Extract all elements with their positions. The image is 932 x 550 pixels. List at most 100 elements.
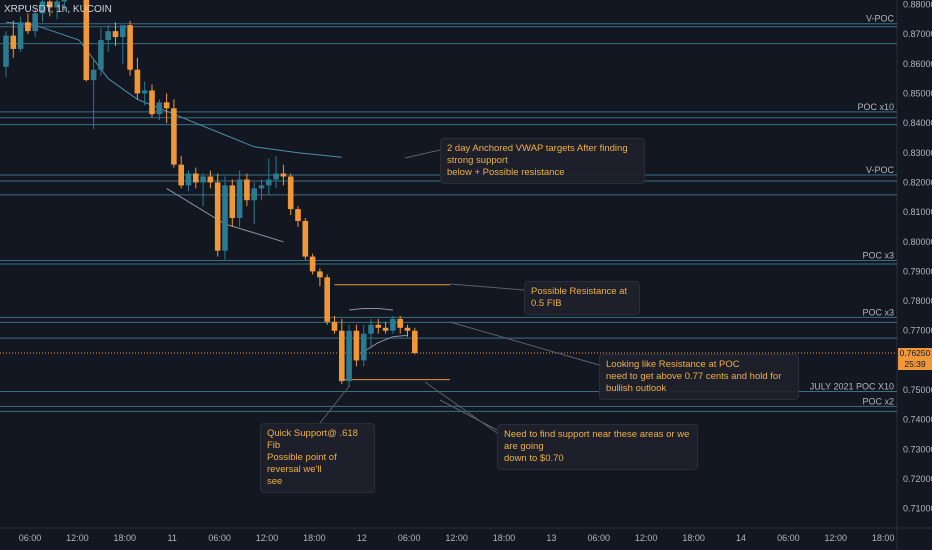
candle-body (309, 256, 316, 272)
level-label: POC x2 (862, 396, 894, 406)
x-tick-label: 12 (357, 533, 367, 543)
candle-body (382, 327, 389, 331)
candle-body (90, 69, 97, 81)
candle-body (193, 173, 199, 183)
candle-body (229, 185, 236, 219)
candle-body (105, 31, 111, 41)
candle-body (32, 13, 38, 32)
x-tick-label: 06:00 (777, 533, 800, 543)
candle-body (324, 277, 330, 322)
candle-body (412, 330, 418, 353)
annotation-connector (404, 149, 441, 159)
quick-support-annotation[interactable]: Quick Support@ .618 Fib Possible point o… (260, 423, 375, 493)
candle-body (397, 318, 403, 328)
poc-annotation[interactable]: Looking like Resistance at POC need to g… (599, 354, 799, 400)
candle-body (273, 173, 279, 180)
candle-body (390, 318, 396, 331)
x-tick-label: 06:00 (19, 533, 42, 543)
candle-body (353, 330, 360, 361)
candle-body (295, 209, 301, 221)
vwap-annotation[interactable]: 2 day Anchored VWAP targets After findin… (440, 138, 645, 184)
candle-body (222, 185, 228, 251)
x-tick-label: 12:00 (445, 533, 468, 543)
candle-body (258, 185, 265, 189)
x-tick-label: 18:00 (682, 533, 705, 543)
candle-body (207, 176, 214, 183)
candle-body (3, 35, 9, 67)
x-tick-label: 14 (736, 533, 746, 543)
x-tick-label: 12:00 (635, 533, 658, 543)
candle-body (10, 35, 17, 49)
candle-body (156, 102, 163, 115)
symbol-label: XRPUSDT, 1h, KUCOIN (4, 4, 112, 15)
x-tick-label: 06:00 (208, 533, 231, 543)
candle-body (54, 1, 60, 8)
support-annotation[interactable]: Need to find support near these areas or… (497, 424, 698, 470)
vwap-local-lower (363, 334, 408, 352)
current-price-tag: 0.76250 25:39 (898, 348, 932, 370)
candle-body (360, 333, 367, 361)
candle-body (39, 1, 46, 14)
candle-body (134, 69, 141, 94)
candle-body (61, 0, 68, 2)
candle-body (339, 330, 345, 382)
candle-body (404, 327, 411, 331)
x-tick-label: 18:00 (493, 533, 516, 543)
candle-body (302, 220, 309, 257)
candle-body (149, 90, 155, 115)
candle-body (251, 188, 257, 201)
annotation-connector (449, 321, 600, 366)
annotation-connector (319, 384, 351, 424)
candle-body (331, 321, 338, 331)
candle-body (120, 25, 126, 38)
candle-body (127, 25, 133, 70)
level-label: V-POC (866, 14, 895, 24)
candle-body (244, 179, 250, 201)
annotation-connector (449, 283, 525, 291)
candle-body (141, 90, 148, 94)
candle-body (317, 271, 323, 278)
candle-body (266, 179, 272, 186)
x-tick-label: 12:00 (825, 533, 848, 543)
annotation-connector (439, 399, 498, 431)
level-label: POC x10 (857, 102, 894, 112)
x-tick-label: 06:00 (398, 533, 421, 543)
level-label: POC x3 (862, 307, 894, 317)
candle-countdown: 25:39 (904, 359, 926, 369)
candle-body (236, 179, 243, 219)
level-label: V-POC (866, 165, 895, 175)
candle-body (17, 22, 24, 49)
level-label: JULY 2021 POC X10 (810, 382, 894, 392)
candle-body (214, 182, 221, 251)
candle-body (368, 324, 374, 334)
level-label: POC x3 (862, 250, 894, 260)
fib-annotation[interactable]: Possible Resistance at 0.5 FIB (524, 281, 640, 315)
candle-body (171, 108, 177, 165)
candle-body (178, 164, 184, 186)
x-tick-label: 06:00 (588, 533, 611, 543)
candle-body (375, 324, 382, 328)
candle-body (25, 22, 31, 32)
x-tick-label: 13 (546, 533, 556, 543)
candle-body (185, 173, 192, 186)
candle-body (287, 176, 294, 210)
candle-body (98, 40, 104, 70)
